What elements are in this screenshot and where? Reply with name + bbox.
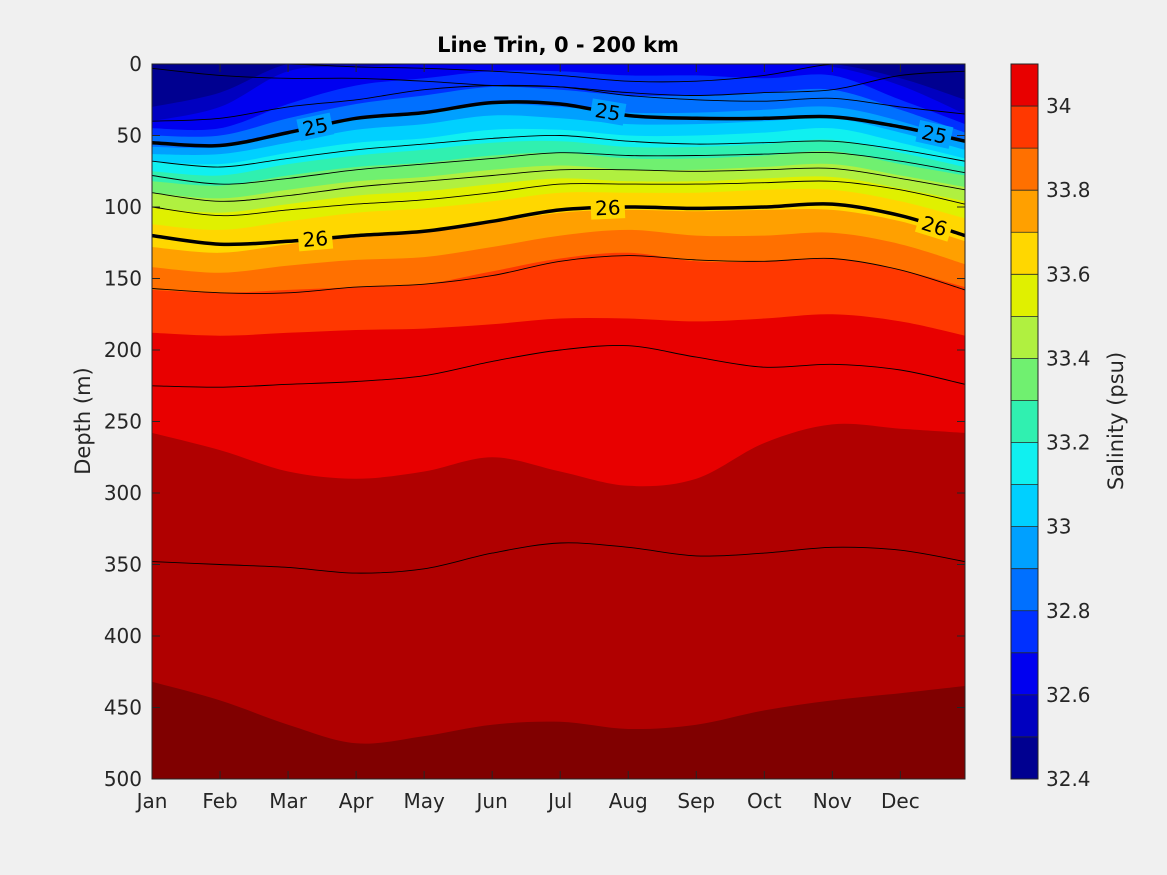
x-axis: Jan Feb Mar Apr May Jun Jul Aug Sep Oct Nov Dec	[135, 64, 920, 813]
colorbar: 32.4 32.6 32.8 33 33.2 33.4 33.6 33.8 34	[1010, 63, 1091, 791]
colorbar-segment	[1011, 316, 1038, 359]
y-tick-label: 400	[104, 624, 142, 648]
contour-label: 25	[589, 98, 627, 126]
y-axis-label: Depth (m)	[71, 367, 95, 474]
y-tick-label: 0	[129, 52, 142, 76]
salinity-band	[152, 423, 965, 779]
sigma-contour	[152, 167, 965, 202]
colorbar-segment	[1011, 64, 1038, 107]
y-tick-label: 500	[104, 767, 142, 791]
colorbar-segment	[1011, 400, 1038, 443]
y-tick-label: 150	[104, 267, 142, 291]
contour-label: 25	[296, 112, 335, 142]
x-tick-label: Sep	[677, 789, 715, 813]
y-axis: 0 50 100 150 200 250 300 350 400 450 500	[104, 52, 965, 791]
y-tick-label: 200	[104, 338, 142, 362]
x-tick-label: May	[403, 789, 445, 813]
sigma-contour	[152, 180, 965, 217]
sigma-contour	[152, 542, 965, 574]
sigma-contour-bold	[152, 100, 965, 148]
contour-label-text: 25	[300, 113, 330, 142]
colorbar-label: Salinity (psu)	[1104, 352, 1128, 490]
contour-label-text: 25	[919, 120, 949, 149]
x-tick-label: Dec	[881, 789, 920, 813]
colorbar-segment	[1011, 652, 1038, 695]
contour-label-gap	[296, 112, 335, 142]
colorbar-tick-label: 33.4	[1046, 346, 1091, 370]
contour-label-text: 25	[593, 98, 622, 126]
colorbar-tick-label: 32.8	[1046, 599, 1091, 623]
colorbar-segment	[1011, 358, 1038, 401]
colorbar-tick-label: 33.6	[1046, 262, 1091, 286]
x-tick-label: Mar	[269, 789, 308, 813]
colorbar-segment	[1011, 148, 1038, 191]
colorbar-segment	[1011, 526, 1038, 569]
contour-label: 26	[914, 210, 954, 242]
x-tick-label: Nov	[813, 789, 852, 813]
x-tick-label: Jun	[475, 789, 508, 813]
sigma-contour	[152, 151, 965, 185]
salinity-band	[152, 681, 965, 779]
colorbar-segment	[1011, 568, 1038, 611]
x-tick-label: Oct	[747, 789, 782, 813]
contour-label-gap	[589, 98, 627, 126]
contour-label-text: 26	[302, 226, 329, 252]
sigma-contour-bold	[152, 202, 965, 247]
contour-label-gap	[297, 226, 334, 252]
colorbar-tick-label: 33	[1046, 515, 1071, 539]
colorbar-segment	[1011, 736, 1038, 779]
contour-label-gap	[914, 210, 954, 242]
x-tick-label: Aug	[609, 789, 648, 813]
sigma-contour	[152, 64, 965, 83]
sigma-contours: 25 25 25 26 26 26	[152, 64, 965, 574]
colorbar-segment	[1011, 484, 1038, 527]
colorbar-tick-label: 34	[1046, 94, 1071, 118]
contour-label: 26	[590, 195, 626, 220]
y-tick-label: 450	[104, 696, 142, 720]
colorbar-segment	[1011, 274, 1038, 317]
y-tick-label: 50	[117, 124, 142, 148]
colorbar-tick-label: 32.6	[1046, 683, 1091, 707]
chart-title: Line Trin, 0 - 200 km	[437, 33, 679, 57]
colorbar-segment	[1011, 610, 1038, 653]
sigma-contour	[152, 84, 965, 122]
colorbar-frame	[1010, 63, 1039, 780]
colorbar-segment	[1011, 442, 1038, 485]
x-tick-label: Apr	[339, 789, 374, 813]
contour-label: 26	[297, 226, 334, 252]
colorbar-tick-label: 33.2	[1046, 431, 1091, 455]
contour-label: 25	[915, 119, 954, 149]
contour-label-gap	[590, 196, 626, 220]
x-tick-label: Jan	[135, 789, 168, 813]
x-tick-label: Jul	[546, 789, 572, 813]
colorbar-segment	[1011, 106, 1038, 149]
colorbar-tick-label: 32.4	[1046, 767, 1091, 791]
colorbar-tick-label: 33.8	[1046, 178, 1091, 202]
colorbar-segment	[1011, 694, 1038, 737]
y-tick-label: 100	[104, 195, 142, 219]
colorbar-segment	[1011, 232, 1038, 275]
sigma-contour	[152, 344, 965, 388]
x-tick-label: Feb	[202, 789, 237, 813]
sigma-contour	[152, 134, 965, 168]
y-tick-label: 300	[104, 481, 142, 505]
y-tick-label: 250	[104, 410, 142, 434]
y-tick-label: 350	[104, 553, 142, 577]
salinity-bands	[152, 64, 965, 779]
colorbar-segment	[1011, 190, 1038, 233]
contour-label-gap	[915, 119, 954, 149]
sigma-contour	[152, 255, 965, 294]
contour-label-text: 26	[595, 195, 621, 220]
